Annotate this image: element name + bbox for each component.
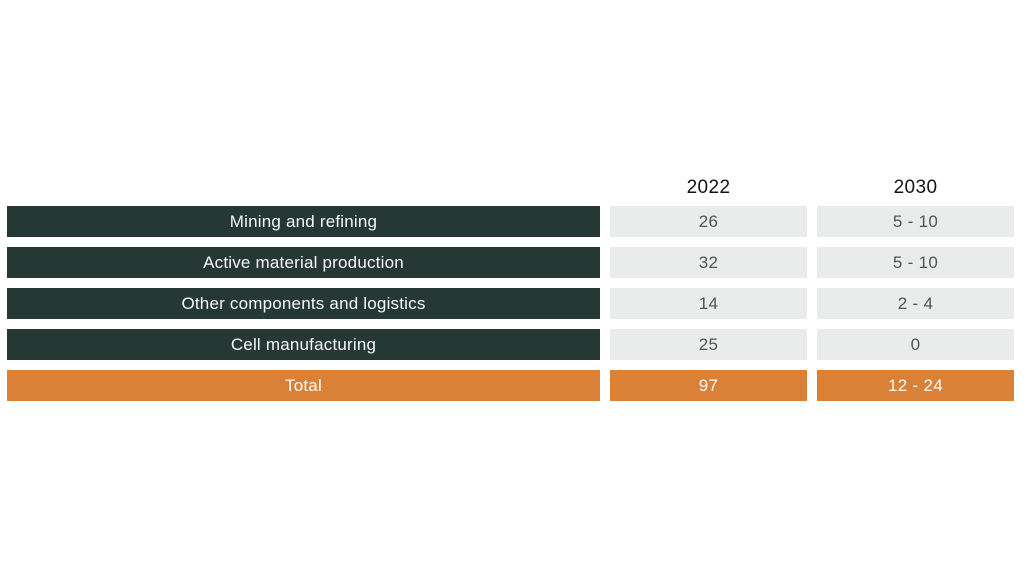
column-header-2030: 2030: [893, 177, 938, 198]
row-label: Other components and logistics: [7, 288, 600, 319]
value-2030: 0: [817, 329, 1014, 360]
table-row-total: Total 97 12 - 24: [7, 370, 1014, 401]
row-label: Active material production: [7, 247, 600, 278]
total-label: Total: [7, 370, 600, 401]
table-row-mining: Mining and refining 26 5 - 10: [7, 206, 1014, 237]
value-2030: 5 - 10: [817, 206, 1014, 237]
cost-table: 2022 2030 Mining and refining 26 5 - 10 …: [7, 170, 1014, 411]
column-header-2022: 2022: [686, 177, 731, 198]
value-2030: 2 - 4: [817, 288, 1014, 319]
value-2022: 32: [610, 247, 807, 278]
total-value-2030: 12 - 24: [817, 370, 1014, 401]
value-2022: 14: [610, 288, 807, 319]
row-label: Mining and refining: [7, 206, 600, 237]
row-label: Cell manufacturing: [7, 329, 600, 360]
total-value-2022: 97: [610, 370, 807, 401]
value-2030: 5 - 10: [817, 247, 1014, 278]
table-row-cell-manufacturing: Cell manufacturing 25 0: [7, 329, 1014, 360]
table-row-active-material: Active material production 32 5 - 10: [7, 247, 1014, 278]
table-header-row: 2022 2030: [7, 170, 1014, 206]
value-2022: 26: [610, 206, 807, 237]
table-row-other-components: Other components and logistics 14 2 - 4: [7, 288, 1014, 319]
value-2022: 25: [610, 329, 807, 360]
